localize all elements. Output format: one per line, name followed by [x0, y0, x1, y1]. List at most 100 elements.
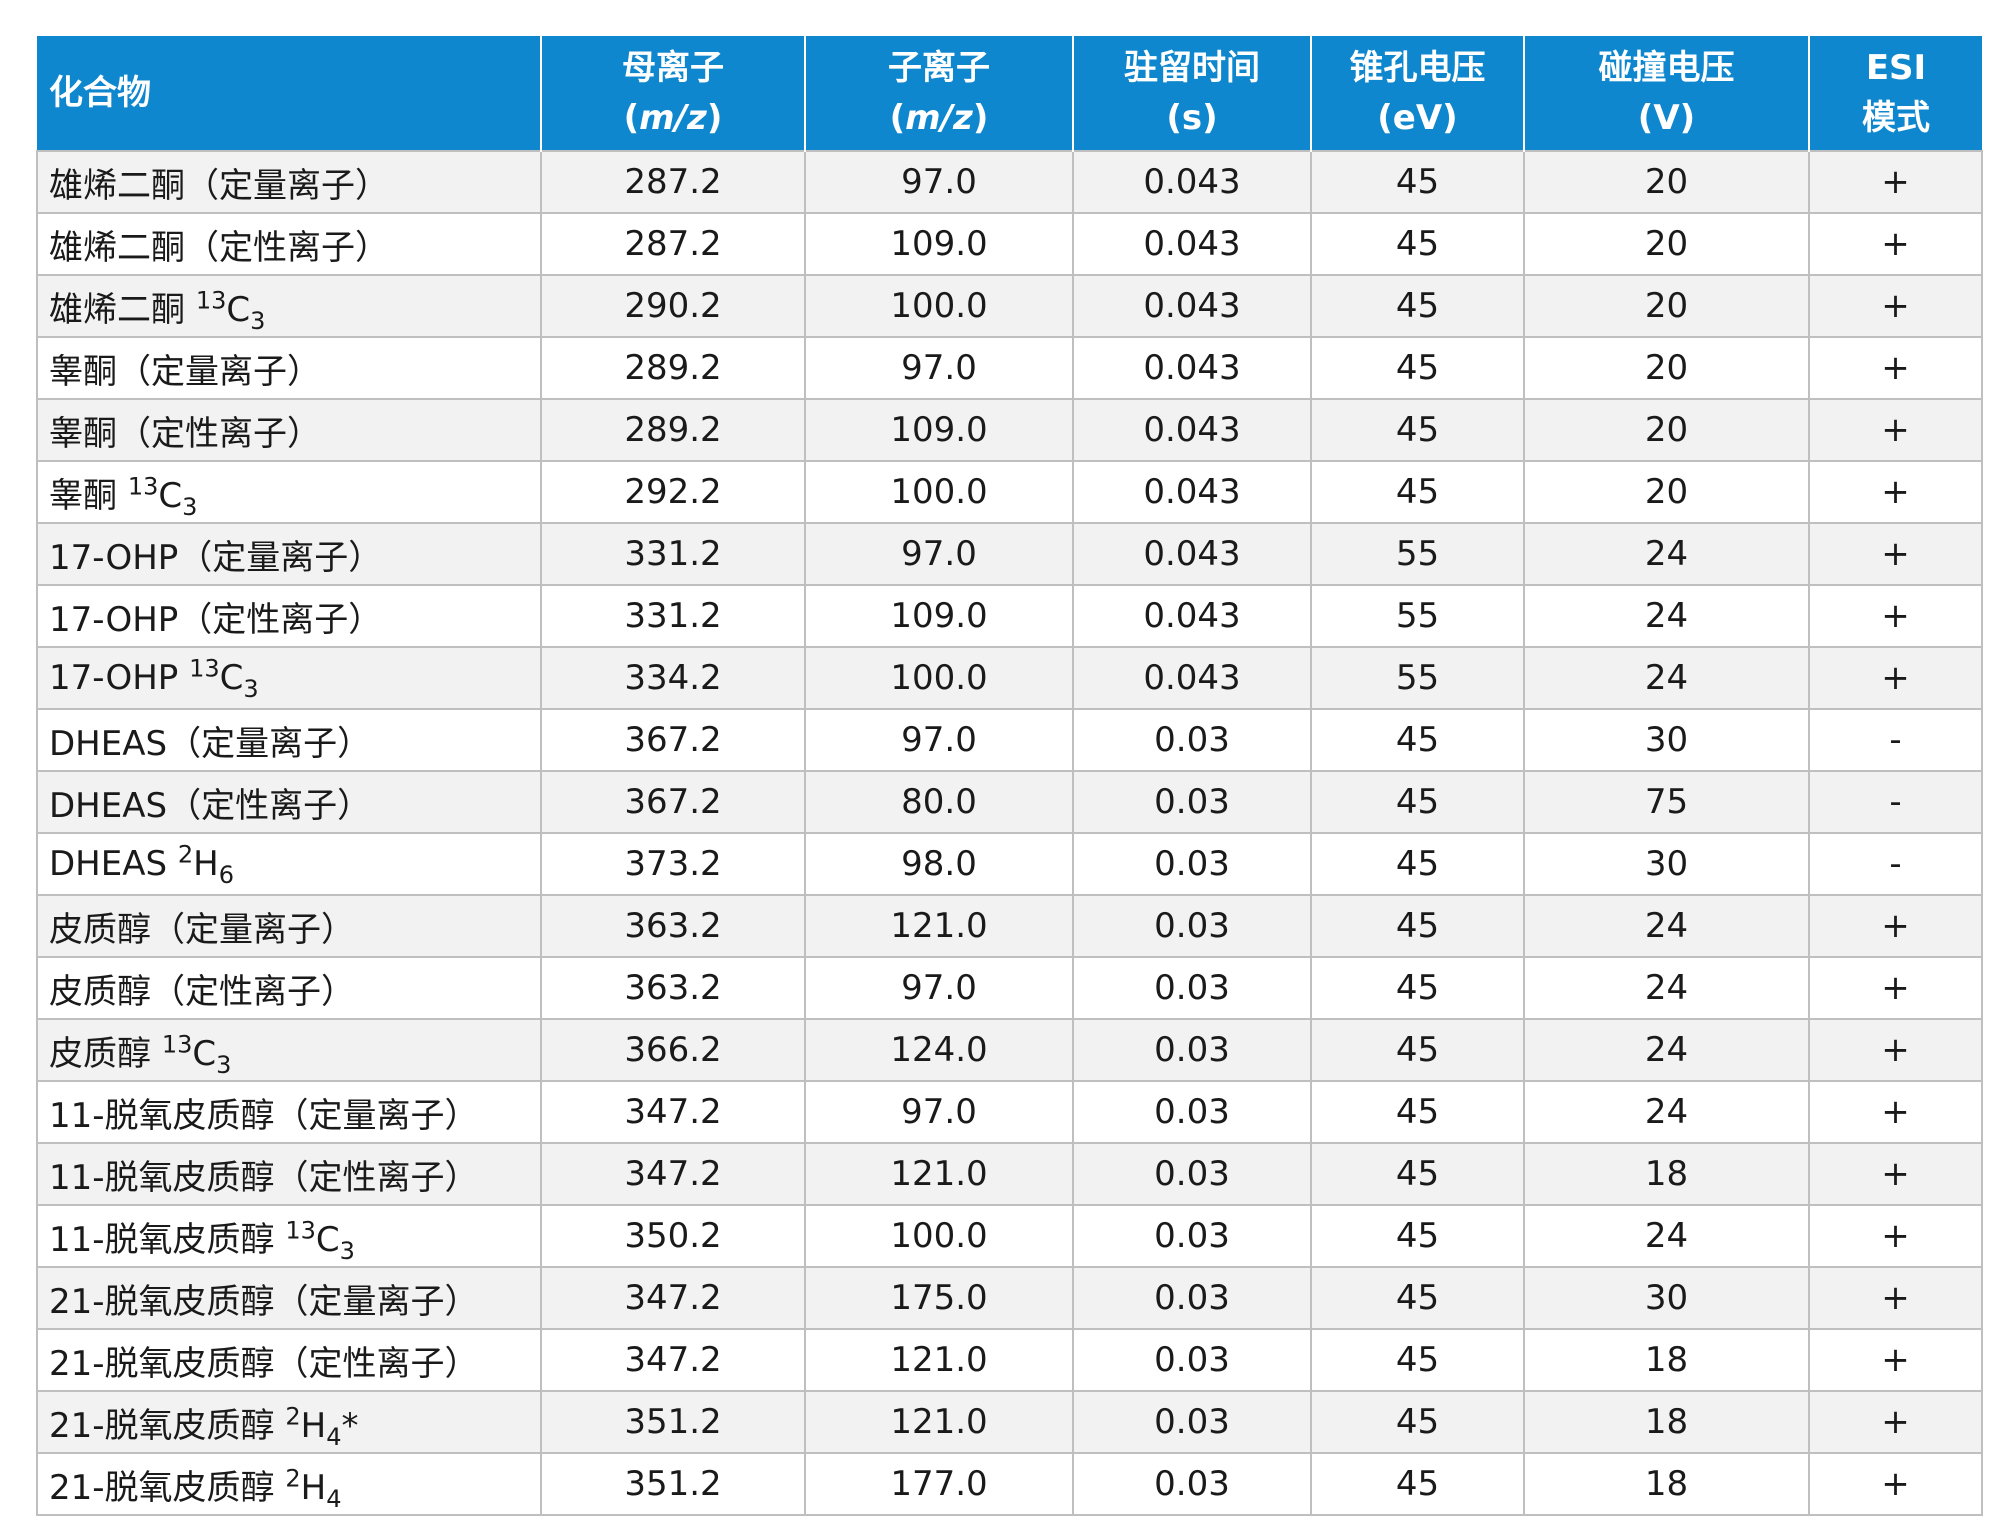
cell-cone-voltage: 45 [1310, 1080, 1525, 1144]
compound-name: 11-脱氧皮质醇（定量离子） [49, 1095, 479, 1136]
cell-cone-voltage: 55 [1310, 584, 1525, 648]
cell-parent-ion: 347.2 [540, 1142, 806, 1206]
compound-name: 17-OHP [49, 658, 190, 698]
isotope-count: 3 [243, 674, 259, 703]
table-row: 睾酮（定性离子） 289.2 109.0 0.043 45 20 + [36, 398, 1983, 462]
cell-cone-voltage: 45 [1310, 956, 1525, 1020]
cell-daughter-ion: 100.0 [804, 460, 1074, 524]
isotope-element: C [192, 1033, 217, 1074]
cell-parent-ion: 290.2 [540, 274, 806, 338]
cell-dwell-time: 0.03 [1072, 956, 1312, 1020]
cell-dwell-time: 0.03 [1072, 1266, 1312, 1330]
compound-name: 睾酮 [49, 475, 128, 516]
cell-dwell-time: 0.03 [1072, 832, 1312, 896]
cell-esi-mode: + [1808, 212, 1983, 276]
header-dwell-time-label: 驻留时间 [1124, 48, 1260, 88]
cell-esi-mode: + [1808, 1018, 1983, 1082]
isotope-element: C [226, 289, 251, 330]
header-esi-mode-label: ESI [1865, 48, 1927, 88]
cell-esi-mode: + [1808, 956, 1983, 1020]
isotope-element: C [315, 1219, 340, 1260]
compound-name: 雄烯二酮（定量离子） [49, 165, 389, 206]
header-cone-voltage: 锥孔电压 (eV) [1310, 36, 1524, 151]
header-dwell-time: 驻留时间 (s) [1072, 36, 1311, 151]
cell-esi-mode: + [1808, 1266, 1983, 1330]
cell-daughter-ion: 109.0 [804, 212, 1074, 276]
compound-name: 21-脱氧皮质醇（定性离子） [49, 1343, 479, 1384]
cell-daughter-ion: 97.0 [804, 708, 1074, 772]
cell-compound: 17-OHP（定量离子） [36, 522, 542, 586]
header-parent-ion-unit: (m/z) [623, 98, 723, 138]
cell-daughter-ion: 98.0 [804, 832, 1074, 896]
cell-esi-mode: + [1808, 1080, 1983, 1144]
table-row: DHEAS 2H6 373.2 98.0 0.03 45 30- [36, 832, 1983, 896]
cell-collision-voltage: 24 [1523, 646, 1810, 710]
header-daughter-ion: 子离子 (m/z) [804, 36, 1073, 151]
cell-cone-voltage: 45 [1310, 1390, 1525, 1454]
cell-dwell-time: 0.03 [1072, 770, 1312, 834]
table-row: 11-脱氧皮质醇 13C3 350.2 100.0 0.03 45 24 + [36, 1204, 1983, 1268]
cell-parent-ion: 367.2 [540, 708, 806, 772]
isotope-mass-number: 13 [161, 1030, 193, 1059]
cell-parent-ion: 331.2 [540, 522, 806, 586]
cell-esi-mode: + [1808, 1452, 1983, 1516]
cell-compound: 21-脱氧皮质醇 2H4* [36, 1390, 542, 1454]
compound-name: DHEAS（定量离子） [49, 723, 372, 764]
isotope-count: 3 [339, 1236, 355, 1265]
cell-parent-ion: 287.2 [540, 212, 806, 276]
cell-esi-mode: + [1808, 1142, 1983, 1206]
cell-daughter-ion: 109.0 [804, 584, 1074, 648]
cell-dwell-time: 0.043 [1072, 336, 1312, 400]
isotope-mass-number: 2 [285, 1402, 301, 1431]
mrm-parameters-table: 化合物 母离子 (m/z) 子离子 (m/z) 驻留时间 (s) 锥孔电压 (e… [36, 36, 1983, 1516]
cell-dwell-time: 0.043 [1072, 150, 1312, 214]
cell-parent-ion: 367.2 [540, 770, 806, 834]
table-row: DHEAS（定量离子） 367.2 97.0 0.03 45 30- [36, 708, 1983, 772]
cell-cone-voltage: 45 [1310, 274, 1525, 338]
cell-cone-voltage: 55 [1310, 646, 1525, 710]
cell-compound: 21-脱氧皮质醇（定性离子） [36, 1328, 542, 1392]
cell-parent-ion: 351.2 [540, 1390, 806, 1454]
header-esi-mode: ESI 模式 [1808, 36, 1982, 151]
cell-cone-voltage: 45 [1310, 1328, 1525, 1392]
compound-name: 睾酮（定性离子） [49, 413, 321, 454]
cell-compound: 雄烯二酮（定量离子） [36, 150, 542, 214]
cell-dwell-time: 0.03 [1072, 1142, 1312, 1206]
header-daughter-ion-unit: (m/z) [889, 98, 989, 138]
header-cone-voltage-unit: (eV) [1377, 98, 1458, 138]
header-dwell-time-unit: (s) [1166, 98, 1218, 138]
cell-parent-ion: 289.2 [540, 336, 806, 400]
cell-cone-voltage: 45 [1310, 460, 1525, 524]
header-compound-label: 化合物 [49, 73, 151, 113]
cell-collision-voltage: 20 [1523, 150, 1810, 214]
header-collision-voltage-unit: (V) [1637, 98, 1696, 138]
table-row: 睾酮 13C3 292.2 100.0 0.043 45 20 + [36, 460, 1983, 524]
cell-cone-voltage: 45 [1310, 1142, 1525, 1206]
cell-parent-ion: 363.2 [540, 956, 806, 1020]
cell-dwell-time: 0.03 [1072, 1204, 1312, 1268]
cell-esi-mode: - [1808, 770, 1983, 834]
cell-collision-voltage: 30 [1523, 832, 1810, 896]
compound-name: 皮质醇（定量离子） [49, 909, 355, 950]
cell-collision-voltage: 24 [1523, 1018, 1810, 1082]
cell-collision-voltage: 18 [1523, 1328, 1810, 1392]
header-compound: 化合物 [37, 36, 541, 151]
cell-compound: 睾酮（定量离子） [36, 336, 542, 400]
compound-name: 17-OHP（定性离子） [49, 599, 383, 640]
cell-esi-mode: + [1808, 584, 1983, 648]
isotope-mass-number: 13 [189, 654, 220, 683]
isotope-element: C [219, 658, 244, 698]
compound-name: 21-脱氧皮质醇 [49, 1467, 286, 1508]
table-row: 雄烯二酮（定性离子） 287.2 109.0 0.043 45 20 + [36, 212, 1983, 276]
cell-daughter-ion: 97.0 [804, 1080, 1074, 1144]
isotope-mass-number: 2 [285, 1464, 301, 1493]
cell-esi-mode: + [1808, 150, 1983, 214]
cell-compound: 皮质醇（定性离子） [36, 956, 542, 1020]
cell-cone-voltage: 45 [1310, 336, 1525, 400]
cell-compound: 21-脱氧皮质醇（定量离子） [36, 1266, 542, 1330]
isotope-count: 3 [182, 492, 198, 521]
cell-cone-voltage: 45 [1310, 832, 1525, 896]
compound-name: 11-脱氧皮质醇（定性离子） [49, 1157, 479, 1198]
cell-compound: 睾酮 13C3 [36, 460, 542, 524]
compound-note-marker: * [341, 1405, 359, 1446]
